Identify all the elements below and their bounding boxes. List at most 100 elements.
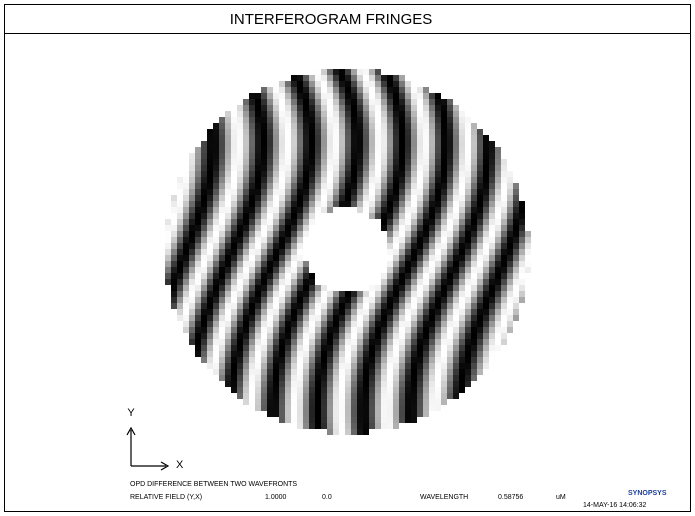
fringe-cell bbox=[495, 231, 501, 237]
fringe-cell bbox=[459, 363, 465, 369]
fringe-cell bbox=[279, 405, 285, 411]
fringe-cell bbox=[333, 417, 339, 423]
fringe-cell bbox=[231, 213, 237, 219]
fringe-cell bbox=[375, 147, 381, 153]
fringe-cell bbox=[321, 165, 327, 171]
fringe-cell bbox=[477, 219, 483, 225]
fringe-cell bbox=[519, 249, 525, 255]
fringe-cell bbox=[381, 129, 387, 135]
fringe-cell bbox=[357, 99, 363, 105]
fringe-cell bbox=[267, 267, 273, 273]
fringe-cell bbox=[333, 429, 339, 435]
fringe-cell bbox=[483, 201, 489, 207]
fringe-cell bbox=[387, 153, 393, 159]
fringe-cell bbox=[357, 351, 363, 357]
fringe-cell bbox=[219, 213, 225, 219]
fringe-cell bbox=[483, 291, 489, 297]
fringe-cell bbox=[417, 375, 423, 381]
fringe-cell bbox=[249, 207, 255, 213]
fringe-cell bbox=[267, 261, 273, 267]
fringe-cell bbox=[261, 375, 267, 381]
fringe-cell bbox=[453, 237, 459, 243]
fringe-cell bbox=[387, 261, 393, 267]
fringe-cell bbox=[489, 291, 495, 297]
fringe-cell bbox=[291, 261, 297, 267]
fringe-cell bbox=[285, 411, 291, 417]
fringe-cell bbox=[333, 375, 339, 381]
fringe-cell bbox=[477, 135, 483, 141]
fringe-cell bbox=[459, 339, 465, 345]
fringe-cell bbox=[429, 165, 435, 171]
fringe-cell bbox=[339, 375, 345, 381]
fringe-cell bbox=[447, 99, 453, 105]
fringe-cell bbox=[423, 291, 429, 297]
fringe-cell bbox=[435, 351, 441, 357]
fringe-cell bbox=[381, 153, 387, 159]
fringe-cell bbox=[255, 273, 261, 279]
fringe-cell bbox=[207, 339, 213, 345]
fringe-cell bbox=[279, 99, 285, 105]
fringe-cell bbox=[453, 201, 459, 207]
fringe-cell bbox=[471, 225, 477, 231]
fringe-cell bbox=[333, 105, 339, 111]
fringe-cell bbox=[519, 261, 525, 267]
fringe-cell bbox=[501, 285, 507, 291]
fringe-cell bbox=[417, 183, 423, 189]
fringe-cell bbox=[369, 177, 375, 183]
fringe-cell bbox=[303, 423, 309, 429]
fringe-cell bbox=[333, 297, 339, 303]
fringe-cell bbox=[213, 321, 219, 327]
fringe-cell bbox=[501, 165, 507, 171]
fringe-cell bbox=[411, 399, 417, 405]
fringe-cell bbox=[171, 201, 177, 207]
fringe-cell bbox=[279, 399, 285, 405]
fringe-cell bbox=[453, 219, 459, 225]
fringe-cell bbox=[207, 315, 213, 321]
fringe-cell bbox=[489, 321, 495, 327]
fringe-cell bbox=[489, 285, 495, 291]
fringe-cell bbox=[435, 321, 441, 327]
fringe-cell bbox=[315, 387, 321, 393]
fringe-cell bbox=[183, 255, 189, 261]
fringe-cell bbox=[465, 369, 471, 375]
fringe-cell bbox=[453, 183, 459, 189]
fringe-cell bbox=[213, 345, 219, 351]
fringe-cell bbox=[309, 297, 315, 303]
fringe-cell bbox=[207, 147, 213, 153]
fringe-cell bbox=[435, 261, 441, 267]
fringe-cell bbox=[405, 93, 411, 99]
fringe-cell bbox=[363, 117, 369, 123]
fringe-cell bbox=[405, 183, 411, 189]
fringe-cell bbox=[237, 285, 243, 291]
fringe-cell bbox=[345, 69, 351, 75]
fringe-cell bbox=[477, 255, 483, 261]
fringe-cell bbox=[417, 363, 423, 369]
fringe-cell bbox=[393, 81, 399, 87]
fringe-cell bbox=[429, 291, 435, 297]
fringe-cell bbox=[267, 111, 273, 117]
fringe-cell bbox=[327, 345, 333, 351]
fringe-cell bbox=[429, 201, 435, 207]
fringe-cell bbox=[291, 339, 297, 345]
fringe-cell bbox=[195, 327, 201, 333]
fringe-cell bbox=[255, 123, 261, 129]
fringe-cell bbox=[177, 189, 183, 195]
fringe-cell bbox=[417, 189, 423, 195]
fringe-cell bbox=[363, 87, 369, 93]
fringe-cell bbox=[291, 147, 297, 153]
fringe-cell bbox=[249, 369, 255, 375]
fringe-cell bbox=[441, 339, 447, 345]
fringe-cell bbox=[285, 369, 291, 375]
fringe-cell bbox=[387, 273, 393, 279]
fringe-cell bbox=[423, 135, 429, 141]
fringe-cell bbox=[339, 189, 345, 195]
fringe-cell bbox=[483, 255, 489, 261]
fringe-cell bbox=[279, 285, 285, 291]
fringe-cell bbox=[471, 375, 477, 381]
fringe-cell bbox=[249, 279, 255, 285]
fringe-cell bbox=[243, 171, 249, 177]
fringe-cell bbox=[291, 417, 297, 423]
fringe-cell bbox=[453, 333, 459, 339]
fringe-cell bbox=[291, 351, 297, 357]
fringe-cell bbox=[237, 315, 243, 321]
